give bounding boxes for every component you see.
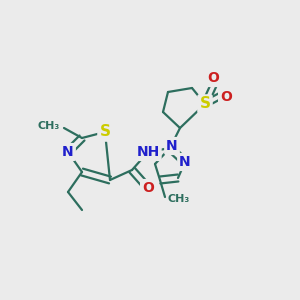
Text: S: S bbox=[200, 97, 211, 112]
Text: NH: NH bbox=[136, 145, 160, 159]
Text: N: N bbox=[179, 155, 191, 169]
Text: N: N bbox=[62, 145, 74, 159]
Text: S: S bbox=[100, 124, 110, 140]
Text: O: O bbox=[207, 71, 219, 85]
Text: N: N bbox=[166, 139, 178, 153]
Text: CH₃: CH₃ bbox=[38, 121, 60, 131]
Text: O: O bbox=[220, 90, 232, 104]
Text: O: O bbox=[142, 181, 154, 195]
Text: CH₃: CH₃ bbox=[168, 194, 190, 204]
